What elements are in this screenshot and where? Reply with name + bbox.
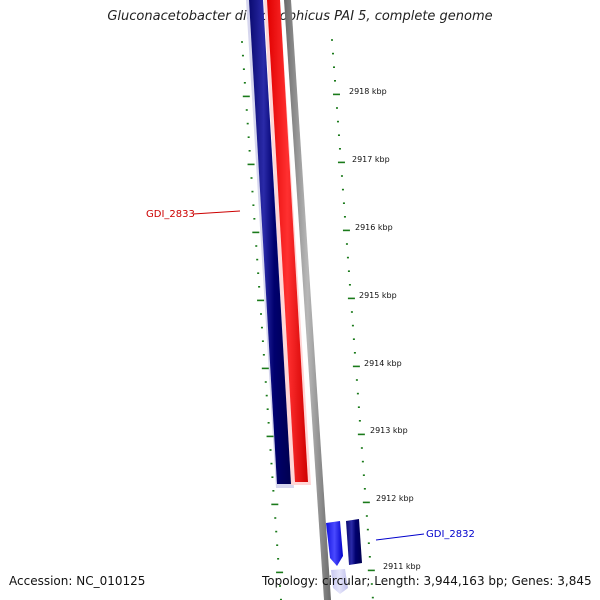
gene-feature-gdi-2832-forward[interactable]: [326, 521, 343, 566]
gene-band-gdi-2833-forward[interactable]: [267, 0, 308, 482]
tick-label-2914: 2914 kbp: [364, 359, 402, 368]
right-tick-ruler: [331, 39, 375, 599]
genome-title: Gluconacetobacter diazotrophicus PAI 5, …: [107, 9, 493, 24]
tick-label-2916: 2916 kbp: [355, 223, 393, 232]
gene-feature-pale[interactable]: [331, 569, 348, 594]
gene-band-gdi-2833-reverse[interactable]: [249, 0, 291, 484]
tick-label-2915: 2915 kbp: [359, 291, 397, 300]
tick-label-2911: 2911 kbp: [383, 562, 421, 571]
tick-label-2917: 2917 kbp: [352, 155, 390, 164]
tick-label-2913: 2913 kbp: [370, 426, 408, 435]
gene-label-gdi-2832[interactable]: GDI_2832: [426, 529, 475, 540]
genome-summary-label: Topology: circular; Length: 3,944,163 bp…: [262, 574, 592, 588]
gene-label-gdi-2832-leader: [375, 533, 425, 541]
accession-label: Accession: NC_010125: [9, 574, 146, 588]
genome-backbone: [284, 0, 331, 600]
tick-labels: 2918 kbp 2917 kbp 2916 kbp 2915 kbp 2914…: [349, 87, 421, 571]
left-tick-ruler: [241, 41, 284, 600]
gene-label-gdi-2833[interactable]: GDI_2833: [146, 209, 195, 220]
tick-label-2918: 2918 kbp: [349, 87, 387, 96]
tick-label-2912: 2912 kbp: [376, 494, 414, 503]
gene-feature-gdi-2832-reverse[interactable]: [346, 519, 362, 565]
gene-label-gdi-2833-leader: [192, 210, 241, 215]
